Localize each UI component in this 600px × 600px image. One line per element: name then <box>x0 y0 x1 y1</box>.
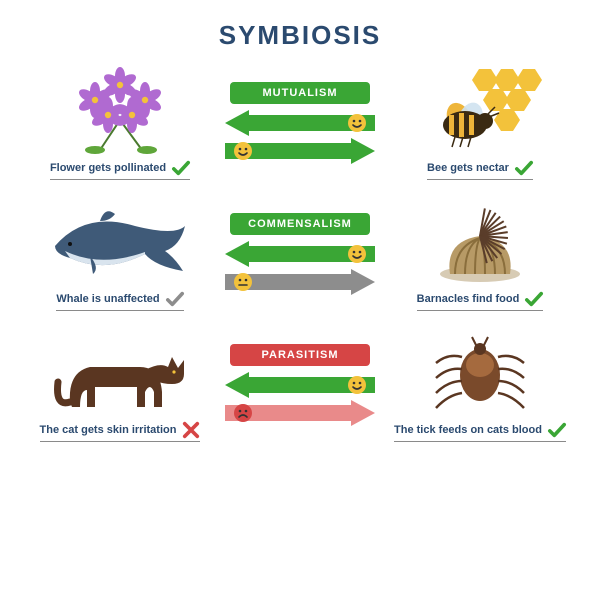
relationship-row: The cat gets skin irritation PARASITISM T… <box>30 327 570 442</box>
right-organism: The tick feeds on cats blood <box>390 327 570 442</box>
arrow-pair <box>225 110 375 164</box>
right-caption-text: Bee gets nectar <box>427 162 509 174</box>
result-positive-icon <box>548 421 566 439</box>
right-caption: The tick feeds on cats blood <box>394 421 566 442</box>
barnacle-icon <box>415 196 545 286</box>
right-caption-text: Barnacles find food <box>417 293 520 305</box>
right-caption: Barnacles find food <box>417 290 544 311</box>
relationship-row: Whale is unaffected COMMENSALISM Barnacle… <box>30 196 570 311</box>
result-positive-icon <box>172 159 190 177</box>
relationship-type-label: MUTUALISM <box>230 82 370 104</box>
page-title: SYMBIOSIS <box>30 20 570 51</box>
right-organism: Bee gets nectar <box>390 65 570 180</box>
relationship-center: PARASITISM <box>210 344 390 426</box>
whale-icon <box>55 196 185 286</box>
relationship-row: Flower gets pollinated MUTUALISM Bee gets… <box>30 65 570 180</box>
left-caption-text: The cat gets skin irritation <box>40 424 177 436</box>
tick-icon <box>415 327 545 417</box>
left-organism: Flower gets pollinated <box>30 65 210 180</box>
relationship-center: MUTUALISM <box>210 82 390 164</box>
arrow-bottom <box>225 269 375 295</box>
left-organism: The cat gets skin irritation <box>30 327 210 442</box>
left-caption: The cat gets skin irritation <box>40 421 201 442</box>
arrow-pair <box>225 372 375 426</box>
left-caption-text: Whale is unaffected <box>56 293 159 305</box>
right-organism: Barnacles find food <box>390 196 570 311</box>
result-neutral-icon <box>166 290 184 308</box>
left-caption: Flower gets pollinated <box>50 159 190 180</box>
flower-icon <box>55 65 185 155</box>
arrow-pair <box>225 241 375 295</box>
left-organism: Whale is unaffected <box>30 196 210 311</box>
cat-icon <box>55 327 185 417</box>
arrow-bottom <box>225 138 375 164</box>
arrow-top <box>225 241 375 267</box>
bee-icon <box>415 65 545 155</box>
result-negative-icon <box>182 421 200 439</box>
arrow-bottom <box>225 400 375 426</box>
relationship-type-label: COMMENSALISM <box>230 213 370 235</box>
right-caption-text: The tick feeds on cats blood <box>394 424 542 436</box>
left-caption: Whale is unaffected <box>56 290 183 311</box>
result-positive-icon <box>525 290 543 308</box>
result-positive-icon <box>515 159 533 177</box>
arrow-top <box>225 110 375 136</box>
right-caption: Bee gets nectar <box>427 159 533 180</box>
left-caption-text: Flower gets pollinated <box>50 162 166 174</box>
relationship-center: COMMENSALISM <box>210 213 390 295</box>
relationship-type-label: PARASITISM <box>230 344 370 366</box>
arrow-top <box>225 372 375 398</box>
